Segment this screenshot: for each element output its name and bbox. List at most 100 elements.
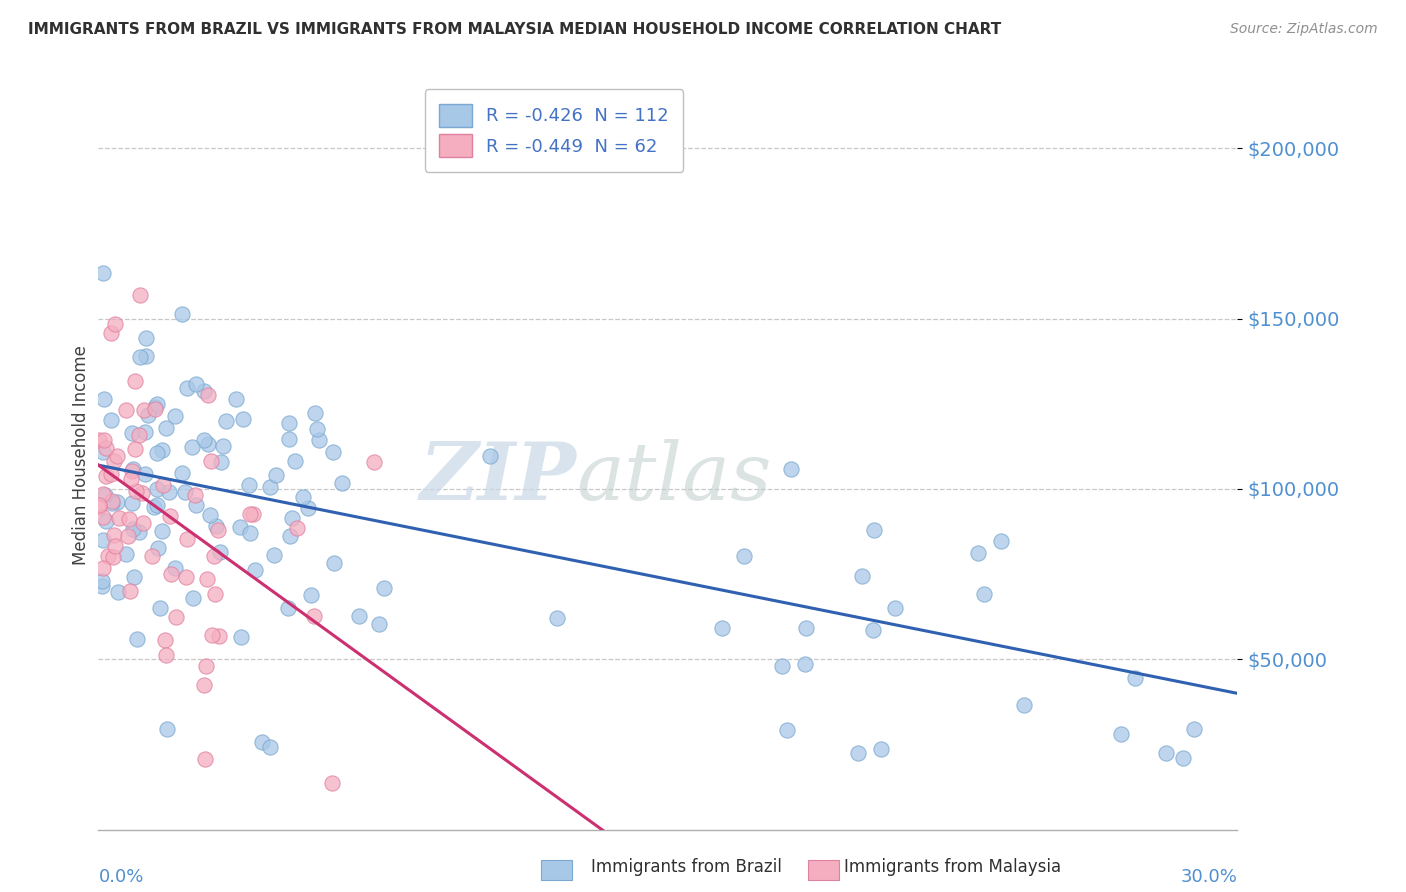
Point <box>207 523 229 537</box>
Point <box>202 549 225 563</box>
Point <box>363 455 385 469</box>
Point <box>176 380 198 394</box>
Point <box>94 442 117 456</box>
Point <box>291 491 314 505</box>
Point <box>181 440 204 454</box>
Point <box>239 526 262 541</box>
Point <box>884 600 907 615</box>
Text: atlas: atlas <box>576 439 772 516</box>
Point <box>323 556 346 570</box>
Point <box>128 524 150 539</box>
Point <box>281 511 304 525</box>
Point <box>141 549 163 563</box>
Point <box>304 609 326 624</box>
Text: Source: ZipAtlas.com: Source: ZipAtlas.com <box>1230 22 1378 37</box>
Point <box>104 539 127 553</box>
Point <box>135 331 157 345</box>
Point <box>152 477 174 491</box>
Point <box>967 546 990 560</box>
Point <box>103 528 125 542</box>
Point <box>135 349 157 363</box>
Point <box>238 477 260 491</box>
Point <box>101 549 124 564</box>
Text: 0.0%: 0.0% <box>98 869 143 887</box>
Point <box>215 414 238 428</box>
Point <box>193 433 215 447</box>
Point <box>114 403 136 417</box>
Text: ZIP: ZIP <box>420 439 576 516</box>
Point <box>229 630 252 644</box>
Point <box>122 461 145 475</box>
Point <box>304 406 326 420</box>
Point <box>284 454 307 468</box>
Point <box>146 482 169 496</box>
Point <box>239 507 262 521</box>
Point <box>155 648 177 662</box>
Point <box>776 723 799 737</box>
Point <box>129 351 152 365</box>
Point <box>195 659 218 673</box>
Point <box>285 521 308 535</box>
Point <box>172 307 194 321</box>
Point <box>120 583 142 598</box>
Text: Immigrants from Malaysia: Immigrants from Malaysia <box>844 858 1060 876</box>
Point <box>165 409 187 424</box>
Point <box>195 572 218 586</box>
Point <box>869 741 891 756</box>
Point <box>101 496 124 510</box>
Point <box>120 472 142 486</box>
Point <box>89 434 111 448</box>
Point <box>159 508 181 523</box>
Point <box>103 454 125 468</box>
Point <box>184 376 207 391</box>
Point <box>209 455 232 469</box>
Point <box>156 722 179 736</box>
Point <box>1123 671 1146 685</box>
Point <box>278 529 301 543</box>
Point <box>264 467 287 482</box>
Point <box>118 512 141 526</box>
Point <box>367 616 389 631</box>
Point <box>780 462 803 476</box>
Point <box>711 621 734 635</box>
Point <box>173 485 195 500</box>
Point <box>145 446 167 460</box>
Point <box>91 533 114 547</box>
Point <box>160 566 183 581</box>
Point <box>796 621 818 635</box>
Point <box>115 547 138 561</box>
Point <box>250 735 273 749</box>
Point <box>134 425 156 439</box>
Point <box>91 266 114 280</box>
Point <box>131 486 153 500</box>
Point <box>181 591 204 605</box>
Point <box>89 500 111 515</box>
Point <box>208 629 231 643</box>
Point <box>176 570 198 584</box>
Point <box>91 561 114 575</box>
Point <box>100 413 122 427</box>
Point <box>91 574 114 588</box>
Point <box>793 657 815 671</box>
Text: Immigrants from Brazil: Immigrants from Brazil <box>591 858 782 876</box>
Point <box>93 392 115 406</box>
Point <box>153 632 176 647</box>
Point <box>100 326 122 341</box>
Point <box>125 632 148 646</box>
Point <box>125 483 148 498</box>
Point <box>97 549 120 563</box>
Point <box>101 493 124 508</box>
Point <box>193 384 215 399</box>
Point <box>204 587 226 601</box>
Point <box>96 468 118 483</box>
Point <box>136 408 159 422</box>
Point <box>212 439 235 453</box>
Point <box>170 467 193 481</box>
Point <box>733 549 755 563</box>
Text: 30.0%: 30.0% <box>1181 869 1237 887</box>
Point <box>243 563 266 577</box>
Point <box>145 400 167 414</box>
Point <box>990 534 1012 549</box>
Point <box>128 288 150 302</box>
Point <box>201 628 224 642</box>
